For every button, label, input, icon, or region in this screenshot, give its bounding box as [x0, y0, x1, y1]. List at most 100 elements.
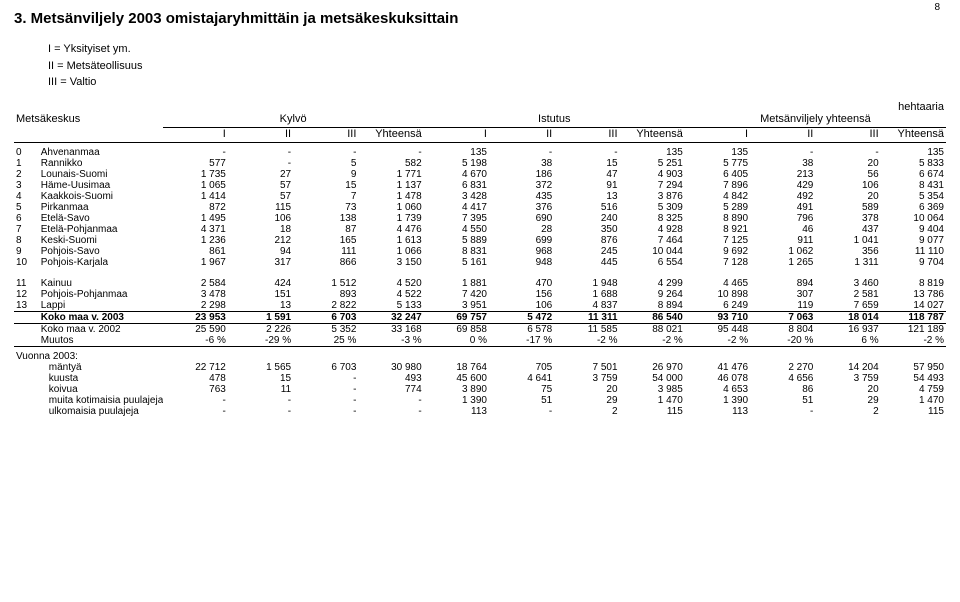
cell: -17 % [489, 335, 554, 347]
cell: 10 044 [620, 246, 685, 257]
cell: 6 554 [620, 257, 685, 268]
cell: 1 591 [228, 312, 293, 324]
cell: 5 352 [293, 324, 358, 335]
cell: koivua [39, 384, 163, 395]
cell: 5 775 [685, 158, 750, 169]
cell: Pirkanmaa [39, 202, 163, 213]
cell: - [228, 406, 293, 417]
cell: 9 692 [685, 246, 750, 257]
cell: 948 [489, 257, 554, 268]
legend-i: I = Yksityiset ym. [48, 41, 946, 58]
cell: 106 [489, 300, 554, 312]
cell: 4 299 [620, 278, 685, 289]
cell: 18 764 [424, 362, 489, 373]
cell: 54 000 [620, 373, 685, 384]
cell: 2 581 [815, 289, 880, 300]
cell: 2 270 [750, 362, 815, 373]
cell: Lappi [39, 300, 163, 312]
cell: - [293, 384, 358, 395]
cell: 3 890 [424, 384, 489, 395]
cell [14, 362, 39, 373]
cell: 11 110 [881, 246, 946, 257]
cell: 115 [228, 202, 293, 213]
cell: 577 [163, 158, 228, 169]
legend-block: I = Yksityiset ym. II = Metsäteollisuus … [48, 41, 946, 91]
cell: 57 950 [881, 362, 946, 373]
cell: 3 876 [620, 191, 685, 202]
cell: 135 [424, 147, 489, 158]
cell: kuusta [39, 373, 163, 384]
cell: - [358, 147, 423, 158]
cell: 115 [881, 406, 946, 417]
cell: -2 % [620, 335, 685, 347]
cell: 9 704 [881, 257, 946, 268]
cell: 113 [424, 406, 489, 417]
cell: 2 822 [293, 300, 358, 312]
cell: 1 060 [358, 202, 423, 213]
cell: 38 [750, 158, 815, 169]
cell: 10 898 [685, 289, 750, 300]
cell: 911 [750, 235, 815, 246]
cell: Pohjois-Karjala [39, 257, 163, 268]
cell: 893 [293, 289, 358, 300]
cell: 8 890 [685, 213, 750, 224]
cell: 111 [293, 246, 358, 257]
cell: 3 460 [815, 278, 880, 289]
cell: - [228, 147, 293, 158]
cell: 2 584 [163, 278, 228, 289]
cell: Kaakkois-Suomi [39, 191, 163, 202]
cell: III [815, 127, 880, 142]
cell: 4 550 [424, 224, 489, 235]
cell: 13 [554, 191, 619, 202]
cell: 516 [554, 202, 619, 213]
cell: 20 [815, 384, 880, 395]
cell: - [163, 406, 228, 417]
cell: 1 [14, 158, 39, 169]
cell: 12 [14, 289, 39, 300]
cell: 118 787 [881, 312, 946, 324]
cell: 1 066 [358, 246, 423, 257]
cell: II [750, 127, 815, 142]
cell: 75 [489, 384, 554, 395]
cell: 2 298 [163, 300, 228, 312]
cell: 121 189 [881, 324, 946, 335]
cell: 86 540 [620, 312, 685, 324]
cell [14, 101, 163, 113]
cell: 22 712 [163, 362, 228, 373]
cell: Metsäkeskus [14, 113, 163, 128]
cell [14, 127, 39, 142]
cell: 7 128 [685, 257, 750, 268]
cell: 113 [685, 406, 750, 417]
cell: 8 894 [620, 300, 685, 312]
cell: 106 [815, 180, 880, 191]
cell: 3 428 [424, 191, 489, 202]
cell: 5 161 [424, 257, 489, 268]
cell: 6 703 [293, 362, 358, 373]
cell: 7 294 [620, 180, 685, 191]
cell: 8 325 [620, 213, 685, 224]
cell: 51 [750, 395, 815, 406]
cell: III [293, 127, 358, 142]
cell: 1 739 [358, 213, 423, 224]
cell: 3 [14, 180, 39, 191]
cell: 1 062 [750, 246, 815, 257]
cell: 240 [554, 213, 619, 224]
cell: 56 [815, 169, 880, 180]
cell: 69 757 [424, 312, 489, 324]
cell: 14 204 [815, 362, 880, 373]
cell: 7 464 [620, 235, 685, 246]
cell: 690 [489, 213, 554, 224]
cell: 470 [489, 278, 554, 289]
cell: - [750, 147, 815, 158]
cell [14, 324, 39, 335]
cell: hehtaaria [163, 101, 946, 113]
cell: 866 [293, 257, 358, 268]
page-title: 3. Metsänviljely 2003 omistajaryhmittäin… [14, 10, 946, 27]
cell: 11 585 [554, 324, 619, 335]
cell: 493 [358, 373, 423, 384]
cell: 6 703 [293, 312, 358, 324]
cell: 54 493 [881, 373, 946, 384]
cell: - [489, 147, 554, 158]
cell: 28 [489, 224, 554, 235]
cell: 0 % [424, 335, 489, 347]
